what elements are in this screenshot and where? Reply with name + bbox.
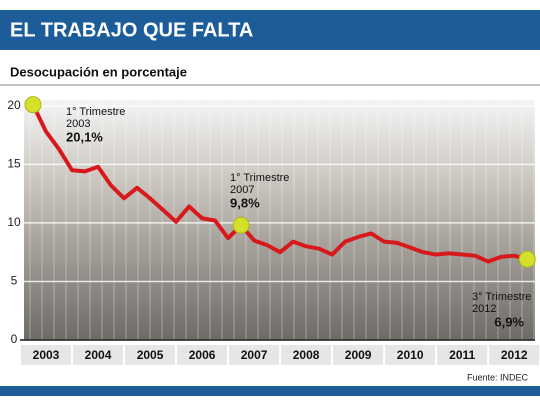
year-box — [229, 345, 280, 365]
x-tick-label: 2010 — [397, 348, 424, 362]
y-tick-label: 15 — [7, 157, 21, 171]
highlight-marker — [518, 250, 536, 268]
x-tick-label: 2006 — [189, 348, 216, 362]
annotation-year: 2003 — [66, 118, 90, 130]
y-tick-label: 0 — [11, 332, 18, 346]
x-tick-label: 2007 — [241, 348, 268, 362]
y-tick-label: 10 — [7, 215, 21, 229]
highlight-marker — [24, 96, 42, 114]
annotation-value: 9,8% — [230, 195, 260, 210]
year-box — [333, 345, 384, 365]
annotation-value: 6,9% — [494, 314, 524, 329]
year-box — [73, 345, 124, 365]
photo-background — [24, 100, 535, 340]
annotation-text: 1° Trimestre — [66, 106, 125, 118]
annotation-text: 3° Trimestre — [472, 291, 531, 303]
year-box — [489, 345, 540, 365]
header-bar — [0, 10, 540, 50]
annotation-year: 2012 — [472, 303, 496, 315]
year-box — [177, 345, 228, 365]
source: Fuente: INDEC — [467, 372, 529, 382]
highlight-marker — [232, 216, 250, 234]
year-box — [281, 345, 332, 365]
year-box — [437, 345, 488, 365]
x-tick-label: 2012 — [501, 348, 528, 362]
x-tick-label: 2009 — [345, 348, 372, 362]
y-tick-label: 20 — [7, 98, 21, 112]
x-tick-label: 2011 — [449, 348, 475, 362]
year-box — [21, 345, 72, 365]
subtitle: Desocupación en porcentaje — [10, 64, 187, 79]
x-tick-label: 2004 — [85, 348, 112, 362]
annotation-text: 1° Trimestre — [230, 172, 289, 184]
chart-title: EL TRABAJO QUE FALTA — [10, 19, 253, 41]
y-tick-label: 5 — [11, 274, 18, 288]
x-tick-label: 2003 — [33, 348, 60, 362]
x-tick-label: 2005 — [137, 348, 164, 362]
year-box — [385, 345, 436, 365]
footer-bar — [0, 386, 540, 396]
year-box — [125, 345, 176, 365]
annotation-year: 2007 — [230, 184, 254, 196]
annotation-value: 20,1% — [66, 129, 103, 144]
line — [31, 103, 528, 264]
x-tick-label: 2008 — [293, 348, 320, 362]
